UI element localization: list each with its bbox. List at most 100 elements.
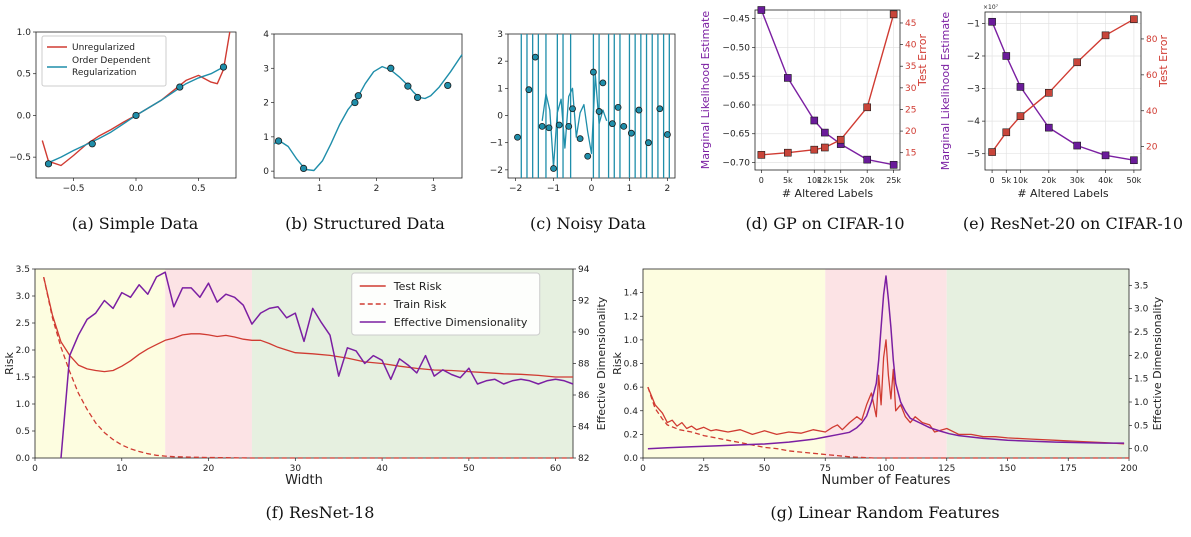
y-tick-label: 1.0	[16, 400, 31, 410]
x-tick-label: 0.0	[129, 184, 144, 194]
x-tick-label: 30k	[1070, 176, 1085, 185]
x-tick-label: 0	[32, 464, 38, 474]
training-point	[444, 81, 452, 90]
y2-tick-label: 90	[578, 328, 590, 338]
y-axis-label: Risk	[3, 351, 16, 374]
training-point	[404, 82, 412, 90]
y-tick-label: 0.0	[17, 111, 32, 121]
x-tick-label: 60	[550, 464, 562, 474]
y2-axis-label: Effective Dimensionality	[595, 296, 608, 430]
y-tick-label: 0.0	[624, 454, 639, 464]
x-tick-label: 10	[116, 464, 128, 474]
y-tick-label: 0.4	[624, 407, 639, 417]
marker-test-error	[784, 148, 792, 157]
series-fit	[273, 54, 463, 172]
x-tick-label: 20k	[860, 176, 875, 185]
x-tick-label: 5k	[783, 176, 793, 185]
x-tick-label: 3	[431, 184, 437, 194]
training-point	[599, 79, 607, 87]
chart-resnet18: 0 10 20 30 40 50 60 0.0 0.5 1.0 1.5 2.0 2.5 3.0 3.5 82 8…	[3, 265, 608, 488]
legend-label: Test Risk	[393, 280, 443, 293]
y-tick-label: −1	[490, 139, 503, 149]
y2-tick-label: 2.0	[1134, 351, 1149, 361]
training-point	[545, 124, 553, 132]
y2-tick-label: 84	[578, 423, 590, 433]
x-axis-label: # Altered Labels	[1017, 187, 1109, 200]
y-tick-label: 0.2	[624, 430, 638, 440]
scale-note: ×10⁷	[983, 4, 999, 11]
y2-tick-label: 88	[578, 360, 590, 370]
axes-frame	[984, 11, 1142, 171]
chart-gp-cifar10: −0.70 −0.65 −0.60 −0.55 −0.50 −0.45 15 20 25 30 35…	[699, 6, 929, 200]
series-marginal-likelihood	[991, 21, 1135, 161]
y2-tick-label: 80	[1146, 35, 1158, 45]
legend-label: Unregularized	[72, 43, 135, 53]
x-tick-label: 20k	[1041, 176, 1056, 185]
y2-tick-label: 20	[905, 127, 917, 137]
marker-marginal-likelihood	[988, 17, 996, 26]
y-tick-label: 3	[263, 64, 269, 74]
y2-tick-label: 82	[578, 454, 589, 464]
training-point	[514, 133, 521, 141]
training-point	[300, 164, 308, 172]
training-point	[550, 165, 557, 172]
series-effective-dimensionality	[647, 275, 1125, 450]
x-tick-label: 0	[990, 176, 995, 185]
legend-label: Regularization	[72, 68, 137, 78]
y2-tick-label: 25	[905, 105, 916, 115]
training-point	[608, 120, 616, 128]
y2-axis-label: Test Error	[1157, 35, 1170, 88]
y2-tick-label: 0.0	[1134, 445, 1149, 455]
x-tick-label: 40k	[1098, 176, 1113, 185]
x-tick-label: 2	[665, 184, 671, 194]
series-effective-dimensionality	[60, 271, 574, 459]
training-point	[351, 98, 359, 107]
marker-test-error	[836, 135, 845, 144]
x-tick-label: 10k	[1013, 176, 1028, 185]
y-tick-label: −5	[967, 150, 980, 160]
y-axis-label: Marginal Likelihood Estimate	[939, 12, 952, 171]
series-test-risk	[647, 339, 1125, 445]
marker-marginal-likelihood	[1016, 83, 1025, 91]
x-tick-label: −2	[509, 184, 522, 194]
training-point	[176, 83, 184, 91]
x-tick-label: 10k	[807, 176, 822, 185]
caption-d: (d) GP on CIFAR-10	[745, 214, 905, 233]
training-point	[274, 137, 283, 145]
caption-g: (g) Linear Random Features	[770, 503, 1000, 522]
y-tick-label: 0	[497, 112, 503, 122]
legend-label: Order Dependent	[72, 56, 151, 66]
training-point	[354, 92, 362, 100]
y-tick-label: −1	[967, 19, 980, 29]
training-point	[555, 121, 563, 129]
x-tick-label: 50	[463, 464, 475, 474]
marker-test-error	[988, 148, 996, 156]
marker-marginal-likelihood	[784, 74, 792, 82]
caption-f: (f) ResNet-18	[265, 503, 375, 522]
x-tick-label: 15k	[833, 176, 848, 185]
legend-box	[41, 35, 167, 87]
y2-tick-label: 30	[905, 84, 917, 94]
y-tick-label: −0.45	[722, 15, 750, 25]
training-point	[44, 160, 53, 168]
y-tick-label: 0	[263, 167, 269, 177]
y-tick-label: 0.6	[624, 383, 639, 393]
y-tick-label: 1.0	[624, 336, 639, 346]
y2-tick-label: 3.0	[1134, 305, 1149, 315]
y2-axis-label: Test Error	[916, 34, 929, 87]
y2-tick-label: 3.5	[1134, 281, 1148, 291]
y-tick-label: 0.8	[624, 360, 639, 370]
caption-c: (c) Noisy Data	[530, 214, 646, 233]
marker-marginal-likelihood	[821, 128, 829, 137]
marker-test-error	[757, 151, 766, 159]
y-axis-label: Risk	[611, 351, 624, 374]
y2-tick-label: 45	[905, 19, 916, 29]
y-tick-label: 2	[497, 57, 503, 67]
x-axis-label: Width	[285, 473, 323, 488]
chart-resnet20-cifar10: −5 −4 −3 −2 −1 20 40 60 80 0 5k 10k 20k 30k 40k 50k # Al…	[939, 4, 1170, 200]
x-tick-label: 150	[999, 464, 1016, 474]
chart-simple-data: −0.5 0.0 0.5 −0.5 0.0 0.5 1.0 Unregularized Orde…	[9, 28, 237, 194]
x-tick-label: −1	[547, 184, 560, 194]
y-tick-label: 4	[263, 30, 269, 40]
y2-tick-label: 40	[1146, 107, 1158, 117]
